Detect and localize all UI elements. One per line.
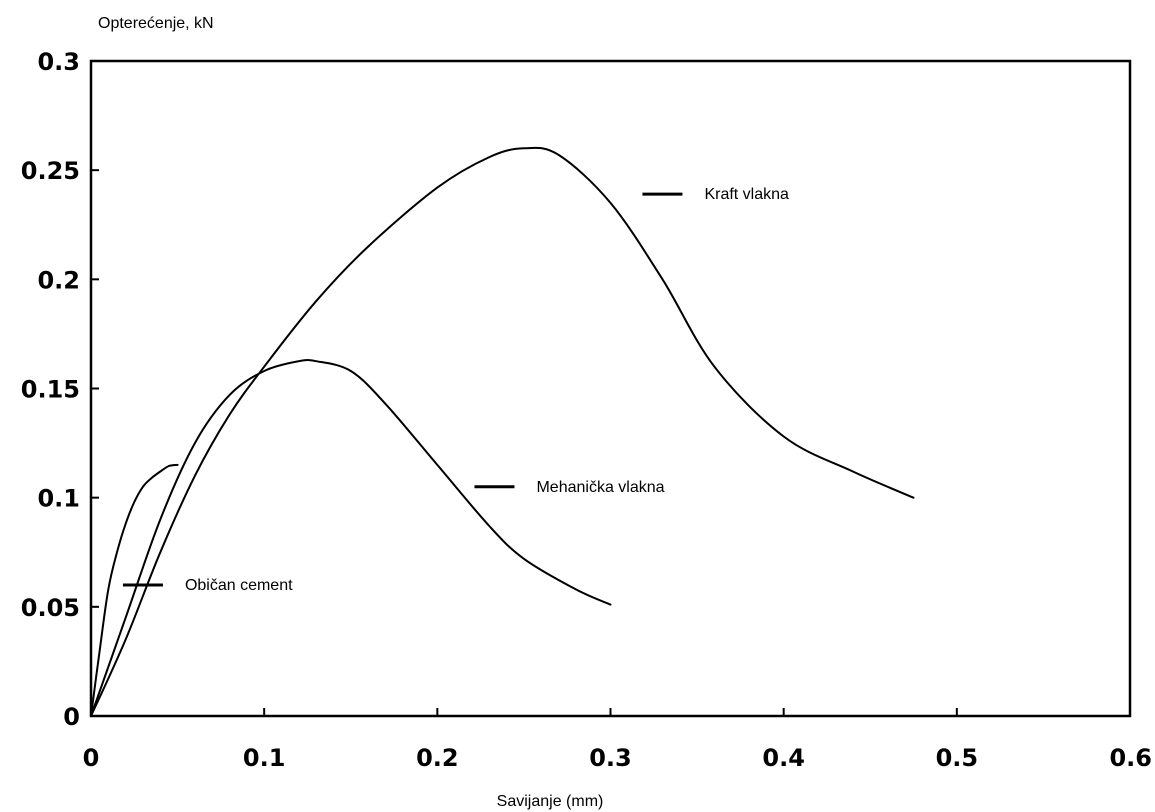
y-tick-label: 0.25 [21, 157, 80, 185]
y-tick-label: 0.3 [37, 48, 80, 76]
x-tick-label: 0.6 [1109, 744, 1152, 772]
series-label: Mehanička vlakna [536, 479, 664, 496]
y-tick-label: 0 [63, 703, 80, 731]
series-label: Običan cement [185, 577, 293, 594]
series-line-mehanicka-vlakna [90, 359, 612, 717]
series-curves [90, 146, 915, 717]
x-tick-label: 0.1 [243, 744, 286, 772]
y-tick-label: 0.1 [37, 485, 80, 513]
x-tick-label: 0 [83, 744, 100, 772]
x-tick-label: 0.4 [762, 744, 805, 772]
y-axis-title: Opterećenje, kN [98, 15, 214, 32]
x-axis: 0 0.1 0.2 0.3 0.4 0.5 0.6 [83, 708, 1152, 772]
y-tick-label: 0.2 [37, 266, 80, 294]
x-tick-label: 0.2 [416, 744, 459, 772]
y-tick-label: 0.15 [21, 376, 80, 404]
x-tick-label: 0.5 [936, 744, 979, 772]
y-axis: 0 0.05 0.1 0.15 0.2 0.25 0.3 [21, 48, 99, 731]
series-annotations: Kraft vlakna Mehanička vlakna Običan cemen… [122, 186, 789, 594]
x-axis-title: Savijanje (mm) [497, 793, 604, 810]
series-line-obican-cement [90, 463, 179, 717]
series-line-kraft-vlakna [90, 146, 915, 717]
y-tick-label: 0.05 [21, 594, 80, 622]
series-label: Kraft vlakna [704, 186, 789, 203]
x-tick-label: 0.3 [589, 744, 632, 772]
